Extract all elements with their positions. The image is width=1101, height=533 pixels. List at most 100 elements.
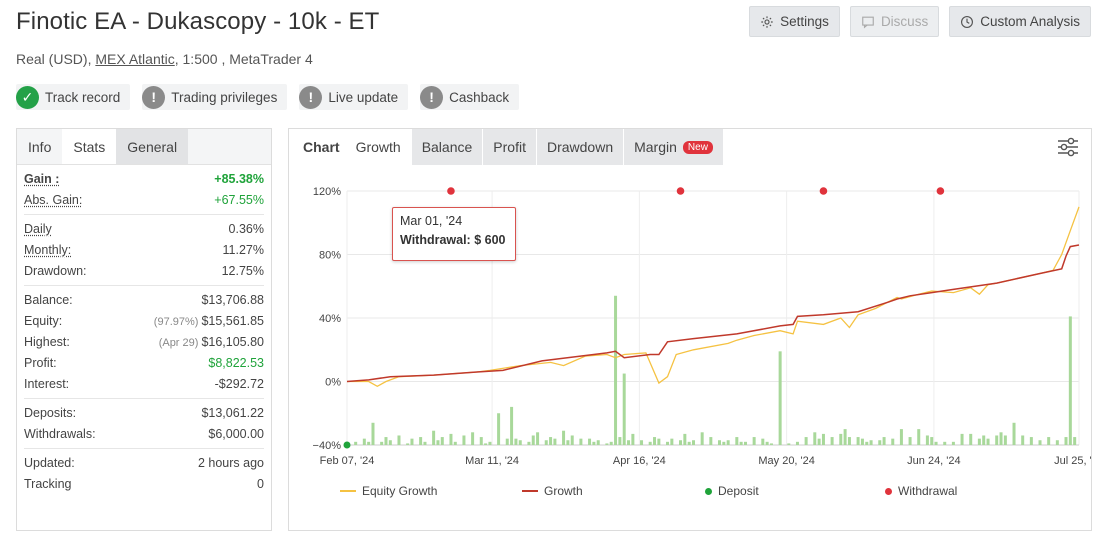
volume-bar bbox=[527, 441, 531, 445]
volume-bar bbox=[934, 441, 938, 445]
volume-bar bbox=[804, 437, 808, 445]
legend-growth[interactable]: Growth bbox=[522, 484, 583, 498]
tab-stats[interactable]: Stats bbox=[62, 129, 117, 164]
legend-label: Growth bbox=[544, 484, 583, 498]
stat-value: $15,561.85 bbox=[201, 313, 264, 328]
tab-margin-label: Margin bbox=[634, 139, 677, 155]
volume-bar bbox=[787, 443, 791, 445]
legend-line bbox=[340, 490, 356, 492]
x-tick-label: Feb 07, '24 bbox=[320, 455, 375, 467]
badge-cashback[interactable]: ! Cashback bbox=[420, 84, 520, 110]
settings-label: Settings bbox=[780, 14, 829, 29]
volume-bar bbox=[367, 441, 371, 445]
sliders-icon[interactable] bbox=[1057, 137, 1079, 157]
tab-profit[interactable]: Profit bbox=[482, 129, 536, 165]
stat-value: 2 hours ago bbox=[197, 455, 264, 470]
volume-bar bbox=[969, 433, 973, 445]
badge-label: Cashback bbox=[449, 89, 510, 105]
volume-bar bbox=[618, 437, 622, 445]
stat-value: +85.38% bbox=[214, 171, 264, 186]
stat-label[interactable]: Daily bbox=[24, 221, 52, 236]
volume-bar bbox=[510, 406, 514, 445]
chart-tabs-label: Chart bbox=[303, 139, 340, 155]
volume-bar bbox=[752, 437, 756, 445]
badge-track-record[interactable]: ✓ Track record bbox=[16, 84, 131, 110]
tab-drawdown[interactable]: Drawdown bbox=[535, 129, 624, 165]
x-tick-label: May 20, '24 bbox=[758, 455, 815, 467]
volume-bar bbox=[362, 438, 366, 445]
volume-bar bbox=[505, 438, 509, 445]
tooltip-value: $ 600 bbox=[474, 233, 506, 247]
page-title: Finotic EA - Dukascopy - 10k - ET bbox=[16, 8, 380, 35]
volume-bar bbox=[679, 440, 683, 445]
discuss-button[interactable]: Discuss bbox=[849, 6, 940, 37]
chart-tabs: Chart Growth Balance Profit Drawdown Mar… bbox=[289, 129, 1091, 165]
stat-label: Drawdown: bbox=[24, 263, 87, 278]
volume-bar bbox=[592, 441, 596, 445]
volume-bar bbox=[388, 440, 392, 445]
badge-label: Live update bbox=[328, 89, 399, 105]
stat-row-daily: Daily 0.36% bbox=[24, 218, 264, 239]
stat-value: +67.55% bbox=[214, 192, 264, 207]
stat-value: $6,000.00 bbox=[208, 426, 264, 441]
volume-bar bbox=[925, 435, 929, 445]
stat-value: $8,822.53 bbox=[208, 355, 264, 370]
check-icon: ✓ bbox=[16, 85, 39, 109]
volume-bar bbox=[722, 441, 726, 445]
stat-label[interactable]: Gain : bbox=[24, 171, 60, 186]
legend-equity-growth[interactable]: Equity Growth bbox=[340, 484, 437, 498]
volume-bar bbox=[666, 441, 670, 445]
volume-bar bbox=[860, 438, 864, 445]
stat-label[interactable]: Monthly: bbox=[24, 242, 72, 257]
volume-bar bbox=[1029, 437, 1033, 445]
stat-label[interactable]: Abs. Gain: bbox=[24, 192, 83, 207]
tab-balance[interactable]: Balance bbox=[410, 129, 483, 165]
stat-label: Balance: bbox=[24, 292, 73, 307]
volume-bar bbox=[1021, 435, 1025, 445]
exclamation-icon: ! bbox=[142, 85, 166, 109]
volume-bar bbox=[536, 432, 540, 445]
settings-button[interactable]: Settings bbox=[749, 6, 840, 37]
volume-bar bbox=[778, 351, 782, 445]
volume-bar bbox=[648, 441, 652, 445]
stats-group-balance: Balance: $13,706.88 Equity: (97.97%) $15,56… bbox=[24, 286, 264, 399]
x-tick-label: Mar 11, '24 bbox=[465, 455, 519, 467]
stat-value: 12.75% bbox=[221, 263, 264, 278]
custom-analysis-label: Custom Analysis bbox=[980, 14, 1080, 29]
stat-row-highest: Highest: (Apr 29) $16,105.80 bbox=[24, 331, 264, 352]
volume-bar bbox=[579, 438, 583, 445]
broker-link[interactable]: MEX Atlantic bbox=[95, 51, 175, 67]
tab-general[interactable]: General bbox=[116, 129, 189, 164]
badge-live-update[interactable]: ! Live update bbox=[299, 84, 409, 110]
volume-bar bbox=[570, 435, 574, 445]
volume-bar bbox=[717, 440, 721, 445]
volume-bar bbox=[817, 438, 821, 445]
tab-info[interactable]: Info bbox=[28, 138, 52, 155]
volume-bar bbox=[795, 441, 799, 445]
volume-bar bbox=[453, 441, 457, 445]
volume-bar bbox=[588, 438, 592, 445]
stat-row-equity: Equity: (97.97%) $15,561.85 bbox=[24, 310, 264, 331]
growth-chart[interactable]: 120% 80% 40% 0% −40% Feb 07, '24 Mar 11, '24 Ap… bbox=[289, 173, 1091, 518]
badge-trading-privileges[interactable]: ! Trading privileges bbox=[142, 84, 288, 110]
volume-bar bbox=[726, 440, 730, 445]
tab-margin[interactable]: Margin New bbox=[623, 129, 723, 165]
stat-label: Tracking bbox=[24, 476, 72, 491]
deposit-point bbox=[343, 441, 351, 449]
volume-bar bbox=[1055, 440, 1059, 445]
x-tick-label: Apr 16, '24 bbox=[613, 455, 666, 467]
volume-bar bbox=[899, 429, 903, 445]
gear-icon bbox=[761, 15, 773, 28]
volume-bar bbox=[1012, 422, 1016, 445]
legend-withdrawal[interactable]: Withdrawal bbox=[885, 484, 957, 498]
legend-deposit[interactable]: Deposit bbox=[705, 484, 759, 498]
volume-bar bbox=[856, 437, 860, 445]
volume-bar bbox=[700, 432, 704, 445]
volume-bar bbox=[869, 440, 873, 445]
volume-bar bbox=[380, 441, 384, 445]
tab-growth[interactable]: Growth bbox=[345, 129, 411, 165]
stats-panel: Info Stats General Gain : +85.38% Abs. Ga… bbox=[16, 128, 272, 531]
chart-panel: Chart Growth Balance Profit Drawdown Mar… bbox=[288, 128, 1092, 531]
custom-analysis-button[interactable]: Custom Analysis bbox=[949, 6, 1091, 37]
stat-label: Updated: bbox=[24, 455, 75, 470]
